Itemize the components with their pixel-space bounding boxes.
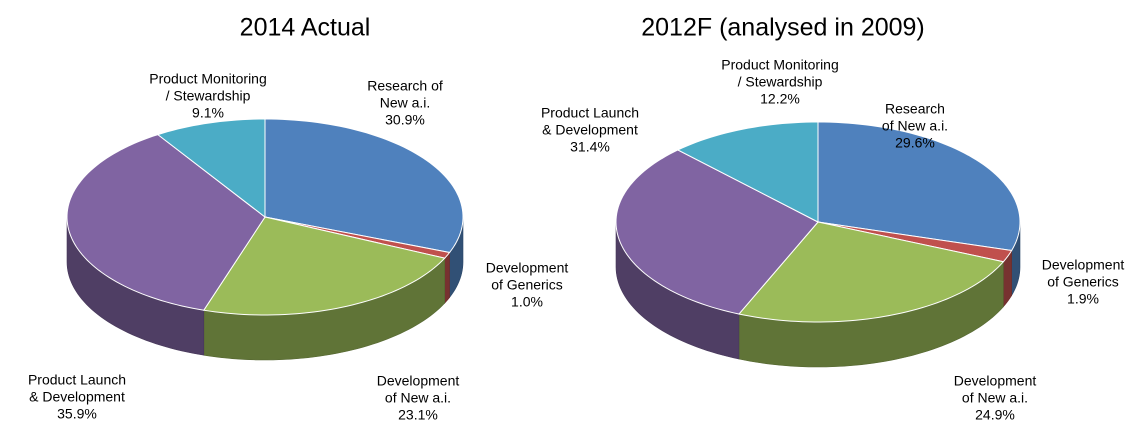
slice	[676, 121, 819, 223]
slice-label: Product Monitoring / Stewardship 9.1%	[149, 71, 267, 122]
slice	[615, 149, 819, 315]
category-label: Development of Generics	[1041, 256, 1125, 290]
slice	[156, 118, 266, 219]
value-label: 1.9%	[1067, 290, 1099, 307]
value-label: 12.2%	[760, 90, 800, 107]
category-label: Product Launch & Development	[27, 371, 127, 405]
value-label: 30.9%	[385, 111, 425, 128]
slice	[738, 221, 1005, 323]
slice-label: Development of New a.i. 24.9%	[954, 373, 1037, 424]
category-label: Product Monitoring / Stewardship	[721, 56, 839, 90]
chart-title: 2012F (analysed in 2009)	[641, 13, 925, 42]
category-label: Research of New a.i.	[367, 77, 443, 111]
value-label: 1.0%	[511, 293, 543, 310]
slice	[66, 134, 266, 311]
slice-label: Research of New a.i. 29.6%	[882, 101, 948, 152]
value-label: 35.9%	[57, 405, 97, 422]
slice-label: Research of New a.i. 30.9%	[367, 78, 442, 129]
value-label: 9.1%	[192, 104, 224, 121]
slice-label: Product Launch & Development 35.9%	[28, 372, 126, 423]
slice-label: Development of Generics 1.9%	[1042, 257, 1125, 308]
category-label: Product Launch & Development	[540, 104, 640, 138]
category-label: Development of Generics	[485, 259, 569, 293]
slice-side	[444, 251, 450, 304]
value-label: 24.9%	[975, 406, 1015, 423]
category-label: Development of New a.i.	[376, 372, 460, 406]
slice-label: Product Launch & Development 31.4%	[541, 105, 639, 156]
slice	[264, 118, 464, 254]
value-label: 29.6%	[895, 134, 935, 151]
category-label: Development of New a.i.	[953, 372, 1037, 406]
slice	[817, 121, 1021, 252]
category-label: Product Monitoring / Stewardship	[149, 70, 267, 104]
value-label: 23.1%	[398, 406, 438, 423]
slice-label: Product Monitoring / Stewardship 12.2%	[721, 57, 839, 108]
slice-label: Development of Generics 1.0%	[486, 260, 569, 311]
slice	[202, 216, 446, 316]
value-label: 31.4%	[570, 138, 610, 155]
chart-title: 2014 Actual	[239, 13, 371, 42]
slice-label: Development of New a.i. 23.1%	[377, 373, 460, 424]
category-label: Research of New a.i.	[881, 100, 949, 134]
